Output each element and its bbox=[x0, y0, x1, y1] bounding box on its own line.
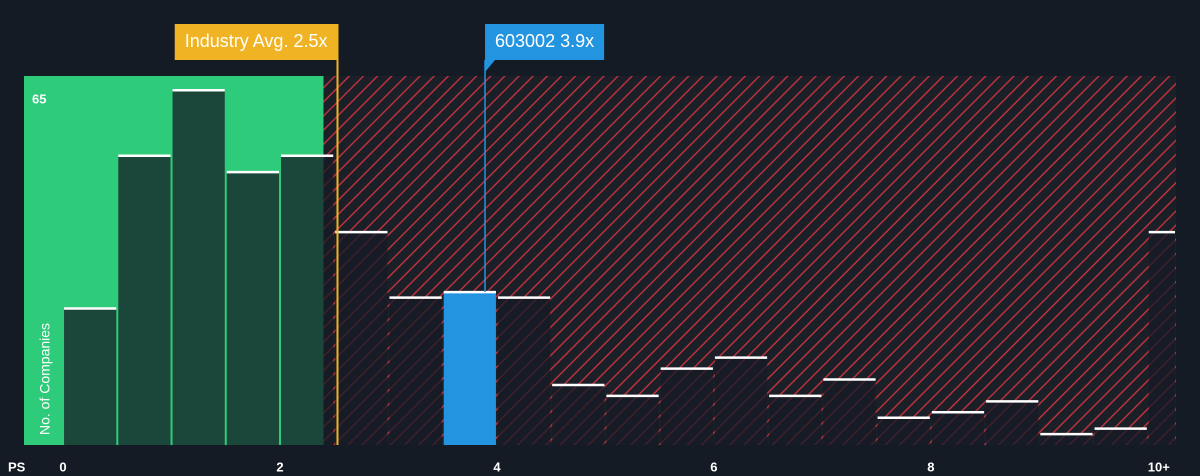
bar bbox=[1040, 434, 1093, 445]
annotation-box bbox=[174, 24, 338, 60]
bar bbox=[64, 308, 117, 445]
bar bbox=[1148, 232, 1175, 445]
bar bbox=[714, 357, 768, 445]
y-axis-label: No. of Companies bbox=[37, 323, 53, 435]
bar bbox=[443, 292, 496, 445]
x-tick-label: 0 bbox=[59, 459, 66, 474]
bar bbox=[606, 395, 659, 445]
bar bbox=[877, 417, 930, 445]
x-tick-label: 2 bbox=[276, 459, 283, 474]
bar bbox=[172, 90, 225, 445]
bars bbox=[64, 88, 1175, 446]
bar bbox=[335, 232, 388, 445]
annotations: Industry Avg. 2.5x 603002 3.9x bbox=[174, 24, 605, 445]
annotation-pointer bbox=[485, 60, 496, 72]
bar bbox=[769, 395, 822, 445]
bar bbox=[552, 384, 605, 445]
x-tick-label: 6 bbox=[710, 459, 717, 474]
bar bbox=[389, 297, 442, 445]
bar bbox=[497, 297, 551, 445]
bar bbox=[118, 155, 171, 446]
annotation-box bbox=[485, 24, 605, 60]
bar bbox=[1094, 428, 1147, 445]
bar bbox=[823, 379, 876, 445]
annotation-label: 603002 3.9x bbox=[495, 31, 594, 51]
bar bbox=[986, 401, 1039, 445]
x-tick-label: 10+ bbox=[1148, 459, 1170, 474]
y-tick-label: 65 bbox=[32, 92, 46, 107]
x-axis-label: PS bbox=[8, 459, 26, 474]
bar bbox=[931, 412, 985, 445]
bar bbox=[660, 368, 713, 445]
bar bbox=[226, 172, 279, 446]
annotation-label: Industry Avg. 2.5x bbox=[185, 31, 328, 51]
x-tick-label: 4 bbox=[493, 459, 501, 474]
x-tick-label: 8 bbox=[927, 459, 934, 474]
bar bbox=[281, 155, 334, 446]
